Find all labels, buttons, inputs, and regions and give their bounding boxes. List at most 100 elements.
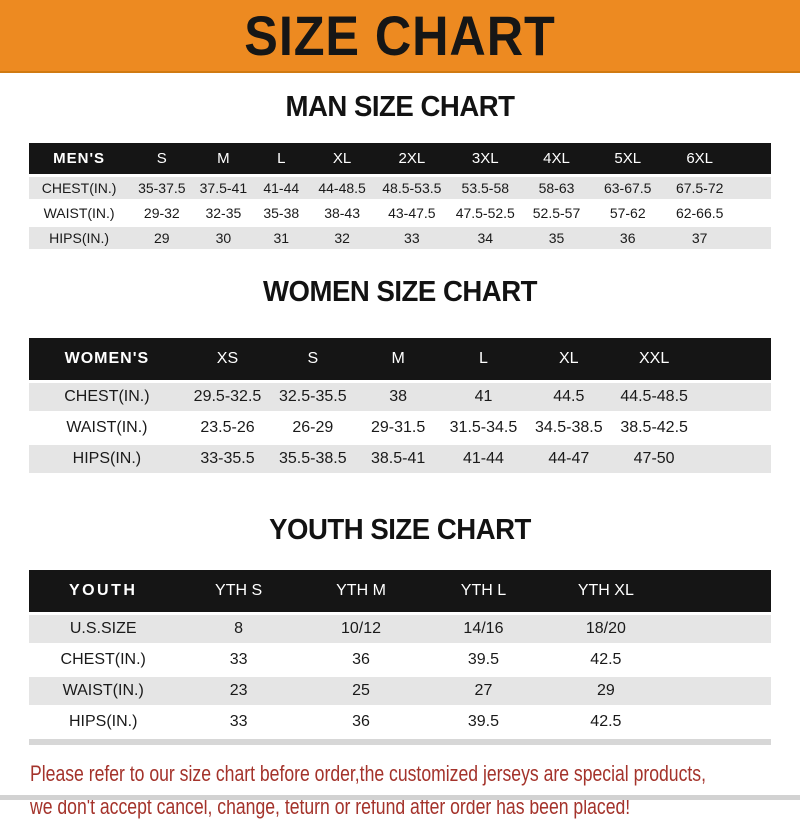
size-cell: 44-48.5 [310,177,374,199]
size-cell: 35 [520,227,593,249]
disclaimer-note: Please refer to our size chart before or… [30,757,706,823]
size-cell: 37 [663,227,737,249]
men-table-corner-label: MEN'S [29,143,130,174]
size-cell: 57-62 [592,202,664,224]
men-section-heading: MAN SIZE CHART [285,91,515,123]
size-cell: 47.5-52.5 [449,202,521,224]
women-chest-row: CHEST(IN.) 29.5-32.5 32.5-35.5 38 41 44.… [29,383,771,411]
men-col-header: 2XL [374,143,450,174]
men-size-chart-section: MAN SIZE CHART MEN'S S M L XL 2XL 3XL 4X… [0,91,800,252]
size-cell: 39.5 [422,646,545,674]
size-cell: 27 [422,677,545,705]
size-chart-banner: SIZE CHART [0,0,800,73]
size-cell: 25 [299,677,423,705]
size-cell: 33 [177,708,300,736]
size-cell: 42.5 [544,646,668,674]
size-cell: 44.5 [526,383,612,411]
size-cell: 34.5-38.5 [526,414,612,442]
men-size-table: MEN'S S M L XL 2XL 3XL 4XL 5XL 6XL CHEST… [29,140,771,252]
men-col-header: 4XL [520,143,593,174]
size-cell: 32 [310,227,374,249]
row-spacer [696,445,771,473]
women-col-header: L [440,338,527,380]
size-cell: 31 [252,227,311,249]
youth-table-header-spacer [667,570,771,612]
men-col-header: 3XL [449,143,521,174]
size-cell: 41 [440,383,527,411]
youth-col-header: YTH S [177,570,300,612]
size-cell: 31.5-34.5 [440,414,527,442]
row-label: HIPS(IN.) [29,445,185,473]
size-cell: 29 [544,677,668,705]
size-cell: 30 [194,227,253,249]
youth-hips-row: HIPS(IN.) 33 36 39.5 42.5 [29,708,771,736]
size-cell: 41-44 [252,177,311,199]
size-cell: 29.5-32.5 [184,383,271,411]
women-col-header: M [355,338,441,380]
row-label: WAIST(IN.) [29,414,185,442]
men-col-header: S [129,143,195,174]
size-cell: 29-32 [129,202,195,224]
size-cell: 32-35 [194,202,253,224]
row-spacer [736,177,771,199]
women-waist-row: WAIST(IN.) 23.5-26 26-29 29-31.5 31.5-34… [29,414,771,442]
size-cell: 52.5-57 [520,202,593,224]
size-cell: 35-37.5 [129,177,195,199]
size-cell: 35-38 [252,202,311,224]
women-col-header: S [270,338,356,380]
size-cell: 42.5 [544,708,668,736]
men-col-header: M [194,143,253,174]
bottom-edge-strip [0,795,800,800]
size-cell: 48.5-53.5 [374,177,450,199]
row-label: WAIST(IN.) [29,202,130,224]
size-cell: 41-44 [440,445,527,473]
women-section-heading: WOMEN SIZE CHART [262,276,538,308]
banner-title: SIZE CHART [244,4,556,67]
women-col-header: XS [184,338,271,380]
youth-ussize-row: U.S.SIZE 8 10/12 14/16 18/20 [29,615,771,643]
row-spacer [667,615,771,643]
size-cell: 33 [177,646,300,674]
size-cell: 29 [129,227,195,249]
youth-table-header-row: YOUTH YTH S YTH M YTH L YTH XL [29,570,771,612]
size-cell: 44-47 [526,445,612,473]
size-cell: 33-35.5 [184,445,271,473]
size-cell: 35.5-38.5 [270,445,356,473]
women-hips-row: HIPS(IN.) 33-35.5 35.5-38.5 38.5-41 41-4… [29,445,771,473]
size-cell: 53.5-58 [449,177,521,199]
youth-col-header: YTH XL [544,570,668,612]
youth-section-heading: YOUTH SIZE CHART [269,514,531,546]
youth-table-corner-label: YOUTH [29,570,178,612]
size-cell: 23.5-26 [184,414,271,442]
men-waist-row: WAIST(IN.) 29-32 32-35 35-38 38-43 43-47… [29,202,771,224]
women-col-header: XXL [611,338,697,380]
row-spacer [667,677,771,705]
size-cell: 34 [449,227,521,249]
women-table-header-spacer [696,338,771,380]
men-table-header-row: MEN'S S M L XL 2XL 3XL 4XL 5XL 6XL [29,143,771,174]
men-table-header-spacer [736,143,771,174]
youth-size-table: YOUTH YTH S YTH M YTH L YTH XL U.S.SIZE … [29,567,771,739]
size-cell: 26-29 [270,414,356,442]
size-cell: 44.5-48.5 [611,383,697,411]
size-cell: 62-66.5 [663,202,737,224]
size-cell: 38.5-41 [355,445,441,473]
size-cell: 38-43 [310,202,374,224]
size-cell: 58-63 [520,177,593,199]
men-col-header: XL [310,143,374,174]
women-table-header-row: WOMEN'S XS S M L XL XXL [29,338,771,380]
youth-waist-row: WAIST(IN.) 23 25 27 29 [29,677,771,705]
youth-table-bottom-bar [29,739,771,745]
size-cell: 36 [299,708,423,736]
size-cell: 38 [355,383,441,411]
size-cell: 36 [299,646,423,674]
youth-col-header: YTH L [422,570,545,612]
youth-col-header: YTH M [299,570,423,612]
size-cell: 32.5-35.5 [270,383,356,411]
row-spacer [696,383,771,411]
women-col-header: XL [526,338,612,380]
size-cell: 39.5 [422,708,545,736]
size-cell: 67.5-72 [663,177,737,199]
size-cell: 8 [177,615,300,643]
size-cell: 29-31.5 [355,414,441,442]
